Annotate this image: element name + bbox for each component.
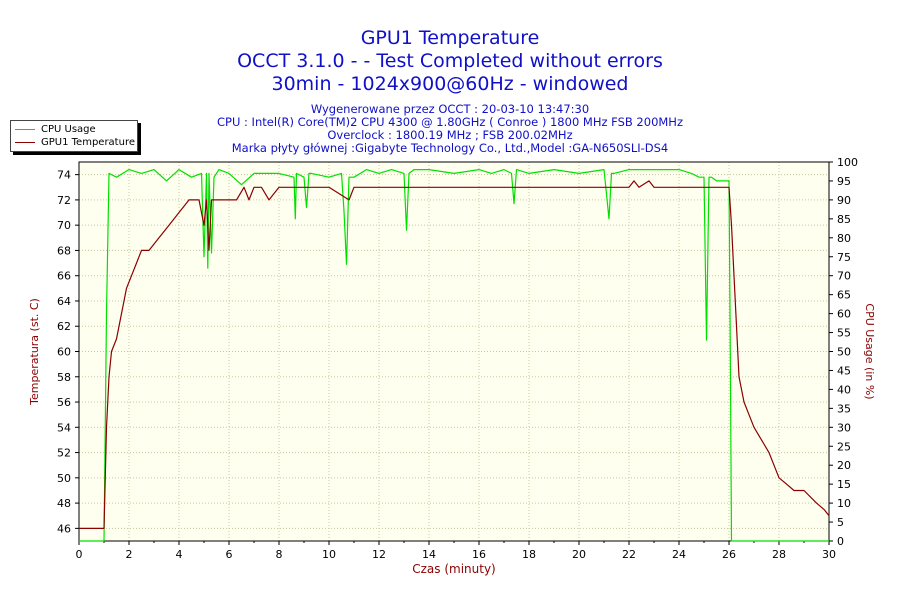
x-tick-label: 28	[772, 548, 786, 561]
chart-subtitle-test-config: 30min - 1024x900@60Hz - windowed	[271, 73, 629, 95]
y-right-tick-label: 10	[837, 497, 851, 510]
x-tick-label: 20	[572, 548, 586, 561]
y-left-tick-label: 54	[57, 421, 71, 434]
legend-item-cpu-usage: CPU Usage	[15, 123, 96, 136]
y-left-tick-label: 52	[57, 447, 71, 460]
y-left-tick-label: 46	[57, 522, 71, 535]
legend: CPU Usage GPU1 Temperature	[10, 120, 138, 152]
y-left-tick-label: 50	[57, 472, 71, 485]
y-right-tick-label: 5	[837, 516, 844, 529]
y-right-tick-label: 70	[837, 270, 851, 283]
info-overclock: Overclock : 1800.19 MHz ; FSB 200.02MHz	[327, 128, 573, 142]
y-right-tick-label: 65	[837, 289, 851, 302]
y-left-tick-label: 60	[57, 346, 71, 359]
y-left-tick-label: 68	[57, 244, 71, 257]
x-tick-label: 12	[372, 548, 386, 561]
y-left-tick-label: 48	[57, 497, 71, 510]
y-left-tick-label: 72	[57, 194, 71, 207]
x-tick-label: 22	[622, 548, 636, 561]
x-tick-label: 14	[422, 548, 436, 561]
legend-swatch-cpu-usage	[15, 129, 35, 130]
y-right-tick-label: 55	[837, 327, 851, 340]
chart-title: GPU1 Temperature	[360, 27, 540, 49]
y-left-tick-label: 64	[57, 295, 71, 308]
x-tick-label: 6	[226, 548, 233, 561]
legend-label-gpu1-temperature: GPU1 Temperature	[41, 137, 135, 148]
y-right-tick-label: 75	[837, 251, 851, 264]
x-tick-label: 30	[822, 548, 836, 561]
legend-item-gpu1-temperature: GPU1 Temperature	[15, 136, 135, 149]
x-tick-label: 16	[472, 548, 486, 561]
y-right-tick-label: 20	[837, 459, 851, 472]
y-right-tick-label: 15	[837, 478, 851, 491]
y-right-tick-label: 25	[837, 440, 851, 453]
y-right-tick-label: 100	[837, 156, 858, 169]
y-right-tick-label: 80	[837, 232, 851, 245]
y-left-tick-label: 58	[57, 371, 71, 384]
legend-label-cpu-usage: CPU Usage	[41, 124, 96, 135]
y-right-tick-label: 45	[837, 364, 851, 377]
y-left-tick-label: 62	[57, 320, 71, 333]
series-line-gpu1-temperature	[79, 180, 830, 530]
y-right-tick-label: 30	[837, 421, 851, 434]
x-axis-label: Czas (minuty)	[412, 562, 496, 576]
chart-subtitle-test-status: OCCT 3.1.0 - - Test Completed without er…	[237, 50, 663, 72]
y-right-tick-label: 35	[837, 402, 851, 415]
y-left-tick-label: 66	[57, 270, 71, 283]
x-tick-label: 24	[672, 548, 686, 561]
y-right-tick-label: 50	[837, 346, 851, 359]
series-line-cpu-usage	[79, 169, 829, 542]
y-right-tick-label: 90	[837, 194, 851, 207]
info-motherboard: Marka płyty głównej :Gigabyte Technology…	[231, 141, 669, 155]
x-tick-label: 0	[76, 548, 83, 561]
x-tick-label: 10	[322, 548, 336, 561]
y-right-tick-label: 40	[837, 383, 851, 396]
x-tick-label: 26	[722, 548, 736, 561]
y-left-tick-label: 74	[57, 169, 71, 182]
x-tick-label: 2	[126, 548, 133, 561]
x-tick-label: 4	[176, 548, 183, 561]
info-cpu: CPU : Intel(R) Core(TM)2 CPU 4300 @ 1.80…	[216, 115, 683, 129]
y-left-tick-label: 56	[57, 396, 71, 409]
y-left-axis-label: Temperatura (st. C)	[28, 298, 41, 406]
y-right-tick-label: 60	[837, 308, 851, 321]
x-tick-label: 8	[276, 548, 283, 561]
legend-swatch-gpu1-temperature	[15, 142, 35, 143]
y-right-axis-label: CPU Usage (in %)	[863, 303, 876, 399]
y-right-tick-label: 85	[837, 213, 851, 226]
y-right-tick-label: 0	[837, 535, 844, 548]
y-right-tick-label: 95	[837, 175, 851, 188]
x-tick-label: 18	[522, 548, 536, 561]
info-generated-by: Wygenerowane przez OCCT : 20-03-10 13:47…	[310, 102, 590, 116]
y-left-tick-label: 70	[57, 219, 71, 232]
